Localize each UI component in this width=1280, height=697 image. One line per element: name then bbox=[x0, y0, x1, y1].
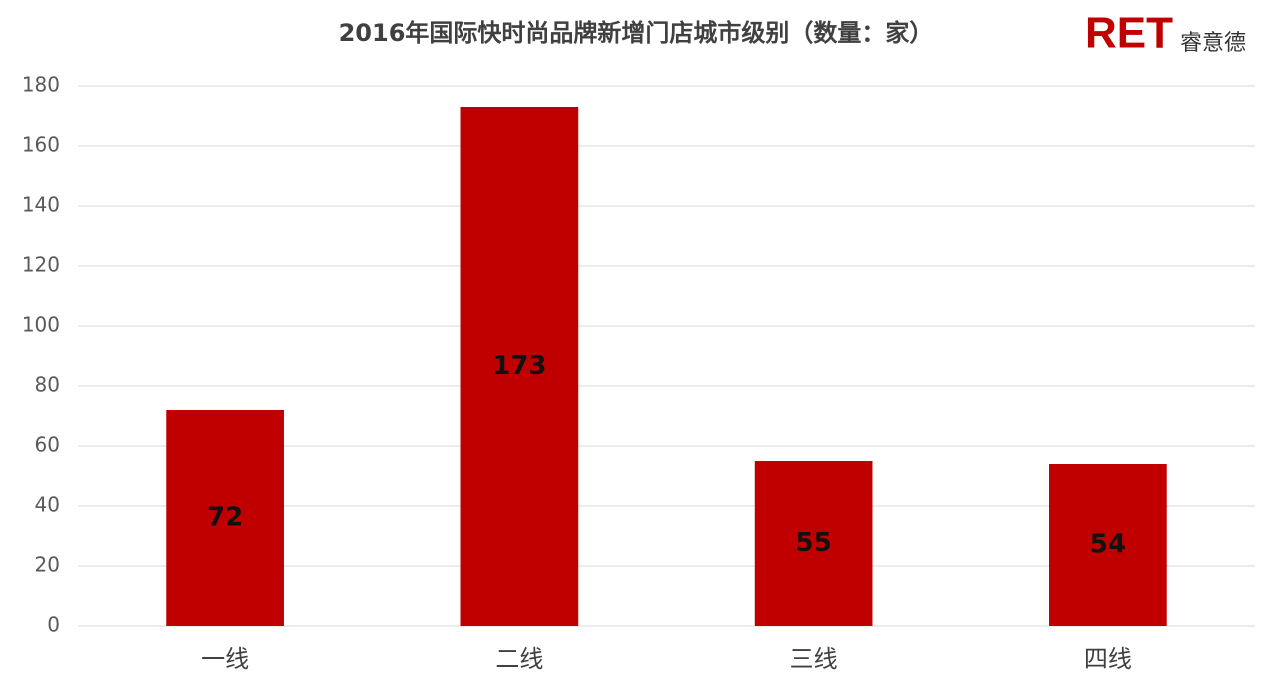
y-tick-label: 180 bbox=[22, 73, 60, 97]
x-tick-label: 四线 bbox=[1084, 645, 1132, 673]
bar bbox=[1049, 464, 1167, 626]
logo-name: 睿意德 bbox=[1180, 31, 1246, 56]
y-tick-label: 100 bbox=[22, 313, 60, 337]
x-tick-label: 一线 bbox=[201, 645, 249, 673]
value-label: 55 bbox=[796, 528, 832, 558]
y-tick-label: 20 bbox=[35, 553, 60, 577]
y-tick-label: 160 bbox=[22, 133, 60, 157]
logo-mark: RET bbox=[1085, 9, 1173, 58]
value-label: 72 bbox=[207, 503, 243, 533]
bar bbox=[166, 410, 284, 626]
x-tick-label: 二线 bbox=[495, 645, 543, 673]
bar bbox=[460, 107, 579, 626]
value-label: 173 bbox=[492, 351, 546, 381]
chart-title: 2016年国际快时尚品牌新增门店城市级别（数量：家） bbox=[339, 19, 934, 47]
bar bbox=[754, 461, 873, 626]
y-tick-label: 120 bbox=[22, 253, 60, 277]
y-tick-label: 40 bbox=[35, 493, 60, 517]
y-tick-label: 0 bbox=[47, 613, 60, 637]
y-tick-label: 140 bbox=[22, 193, 60, 217]
value-label: 54 bbox=[1090, 530, 1126, 560]
y-tick-label: 80 bbox=[35, 373, 60, 397]
x-tick-label: 三线 bbox=[790, 645, 838, 673]
y-tick-label: 60 bbox=[35, 433, 60, 457]
